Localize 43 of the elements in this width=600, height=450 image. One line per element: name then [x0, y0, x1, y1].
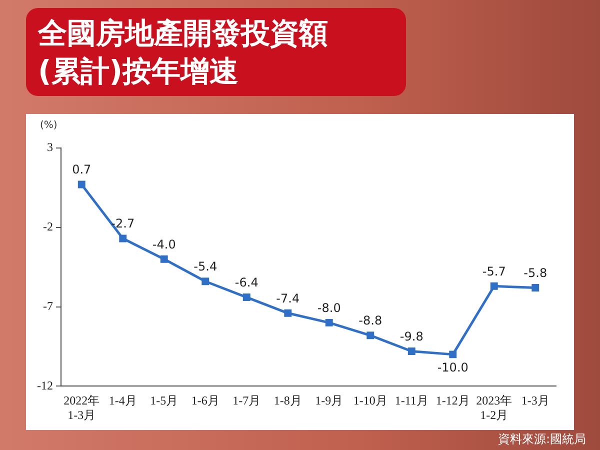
source-note: 資料來源:國統局: [498, 431, 586, 448]
point: [532, 284, 540, 292]
data-label: -8.8: [358, 314, 382, 328]
chart-title: 全國房地產開發投資額 (累計)按年增速: [38, 15, 329, 90]
point: [242, 294, 250, 301]
data-label: -10.0: [437, 360, 468, 375]
x-tick-label: 2023年 1-2月: [476, 394, 512, 422]
data-label: -5.7: [482, 264, 506, 278]
point: [78, 180, 86, 188]
data-label: -7.4: [276, 291, 300, 306]
x-tick-label: 1-5月: [150, 394, 178, 408]
x-tick-label: 1-12月: [436, 394, 470, 408]
x-tick-label: 2022年 1-3月: [64, 394, 100, 422]
x-tick-label: 1-7月: [232, 394, 261, 408]
point: [449, 350, 457, 358]
point: [284, 309, 292, 317]
y-tick-label: 3: [46, 140, 53, 154]
x-tick-label: 1-11月: [394, 394, 428, 408]
point: [160, 255, 168, 263]
data-label: -5.4: [194, 260, 218, 274]
point: [366, 332, 374, 340]
data-label: -5.8: [524, 266, 548, 280]
x-tick-label: 1-3月: [521, 394, 550, 408]
x-tick-label: 1-9月: [315, 394, 344, 408]
y-tick-label: -7: [42, 298, 53, 313]
y-tick-label: -2: [42, 220, 53, 234]
data-label: -6.4: [234, 275, 258, 290]
data-label: -4.0: [152, 237, 176, 252]
x-tick-label: 1-10月: [353, 394, 388, 408]
point: [325, 318, 333, 326]
x-tick-label: 1-6月: [191, 394, 220, 408]
point: [119, 234, 127, 242]
point: [490, 282, 498, 290]
point: [202, 278, 210, 286]
y-axis-title: (%): [40, 120, 58, 131]
y-tick-label: -12: [36, 378, 53, 392]
data-label: -9.8: [400, 329, 424, 344]
data-label: -8.0: [317, 300, 341, 315]
point: [408, 348, 416, 355]
x-tick-label: 1-8月: [274, 394, 302, 408]
data-label: -2.7: [111, 216, 135, 231]
x-tick-label: 1-4月: [108, 394, 137, 408]
data-label: 0.7: [72, 162, 92, 177]
